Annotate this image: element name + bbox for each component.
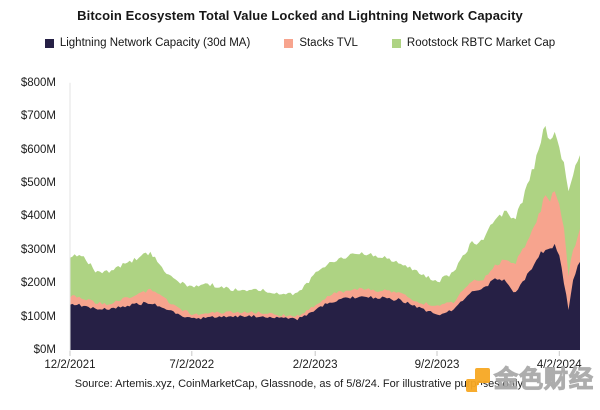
chart-title: Bitcoin Ecosystem Total Value Locked and… [77, 8, 523, 23]
legend-item-stacks: Stacks TVL [284, 37, 358, 49]
x-tick-label: 12/2/2021 [44, 359, 96, 371]
legend-item-lightning: Lightning Network Capacity (30d MA) [44, 37, 251, 49]
y-tick-label: $200M [20, 277, 56, 290]
rootstock-swatch-icon [391, 38, 401, 48]
legend-label-rootstock: Rootstock RBTC Market Cap [406, 37, 556, 49]
y-tick-label: $600M [20, 143, 56, 156]
y-tick-label: $800M [20, 76, 56, 89]
lightning-swatch-icon [44, 38, 54, 48]
y-tick-label: $400M [20, 210, 56, 223]
area-2 [70, 125, 580, 351]
x-tick-label: 4/2/2024 [536, 359, 582, 371]
chart-legend: Lightning Network Capacity (30d MA) Stac… [0, 37, 600, 49]
x-tick-label: 7/2/2022 [169, 359, 215, 371]
y-tick-label: $300M [20, 243, 56, 256]
y-tick-label: $100M [20, 310, 56, 323]
area-0 [70, 243, 580, 350]
legend-item-rootstock: Rootstock RBTC Market Cap [391, 37, 556, 49]
legend-label-stacks: Stacks TVL [299, 37, 358, 49]
stacks-swatch-icon [284, 38, 294, 48]
area-1 [70, 191, 580, 350]
y-tick-label: $0M [33, 344, 56, 356]
y-tick-label: $700M [20, 110, 56, 123]
source-note: Source: Artemis.xyz, CoinMarketCap, Glas… [74, 378, 526, 390]
legend-label-lightning: Lightning Network Capacity (30d MA) [59, 37, 251, 49]
y-tick-label: $500M [20, 177, 56, 189]
x-tick-label: 2/2/2023 [292, 359, 338, 371]
x-tick-label: 9/2/2023 [414, 359, 460, 371]
